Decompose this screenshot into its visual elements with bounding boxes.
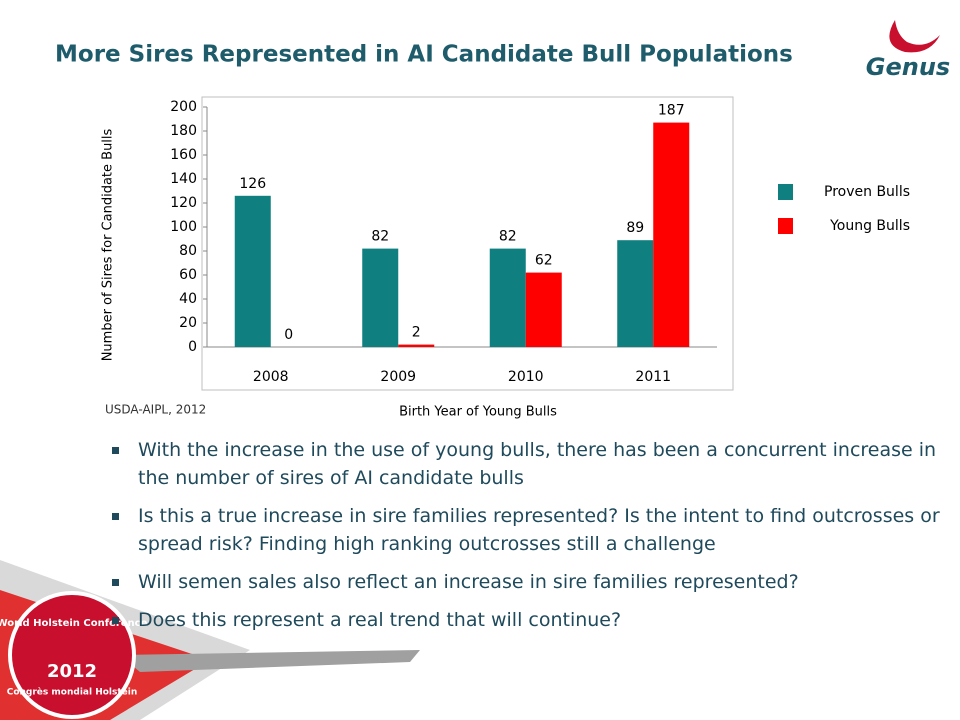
badge-year: 2012 — [47, 661, 97, 682]
data-label: 187 — [658, 103, 685, 119]
badge-name: World Holstein Conference — [0, 618, 148, 629]
bar — [525, 272, 562, 347]
logo-mark — [889, 20, 940, 53]
source: USDA-AIPL, 2012 — [105, 403, 206, 417]
y-tick-label: 120 — [170, 195, 197, 211]
legend-label: Young Bulls — [829, 218, 910, 234]
y-tick-label: 180 — [170, 123, 197, 139]
logo-text: Genus — [866, 53, 950, 81]
y-tick-label: 80 — [179, 243, 197, 259]
data-label: 82 — [499, 229, 517, 245]
bullet: Is this a true increase in sire families… — [110, 502, 940, 558]
badge-name-fr: Congrès mondial Holstein — [7, 687, 138, 698]
data-label: 82 — [371, 229, 389, 245]
x-tick-label: 2010 — [508, 369, 544, 385]
y-tick-label: 140 — [170, 171, 197, 187]
y-tick-label: 200 — [170, 99, 197, 115]
legend-swatch — [778, 218, 793, 234]
bar — [398, 344, 435, 347]
data-label: 126 — [239, 176, 266, 192]
x-tick-label: 2008 — [253, 369, 289, 385]
badge-strip — [120, 650, 420, 672]
data-label: 89 — [626, 220, 644, 236]
bar — [234, 195, 271, 347]
y-tick-label: 0 — [188, 339, 197, 355]
x-tick-label: 2011 — [635, 369, 671, 385]
bar — [617, 240, 654, 347]
bar — [362, 248, 399, 347]
legend-swatch — [778, 184, 793, 200]
x-tick-label: 2009 — [380, 369, 416, 385]
bar — [653, 122, 690, 347]
data-label: 62 — [535, 253, 553, 269]
x-axis-label: Birth Year of Young Bulls — [399, 405, 557, 420]
bullet-list: With the increase in the use of young bu… — [110, 436, 940, 644]
bullet: Will semen sales also reflect an increas… — [110, 568, 940, 596]
badge-circle — [8, 591, 136, 719]
y-tick-label: 20 — [179, 315, 197, 331]
bar — [489, 248, 526, 347]
y-tick-label: 60 — [179, 267, 197, 283]
data-label: 2 — [412, 325, 421, 341]
data-label: 0 — [284, 327, 293, 343]
y-tick-label: 160 — [170, 147, 197, 163]
y-tick-label: 40 — [179, 291, 197, 307]
bullet: With the increase in the use of young bu… — [110, 436, 940, 492]
legend-label: Proven Bulls — [824, 184, 910, 200]
bullet: Does this represent a real trend that wi… — [110, 606, 940, 634]
slide-title: More Sires Represented in AI Candidate B… — [55, 42, 793, 68]
y-tick-label: 100 — [170, 219, 197, 235]
y-axis-label: Number of Sires for Candidate Bulls — [101, 128, 116, 361]
